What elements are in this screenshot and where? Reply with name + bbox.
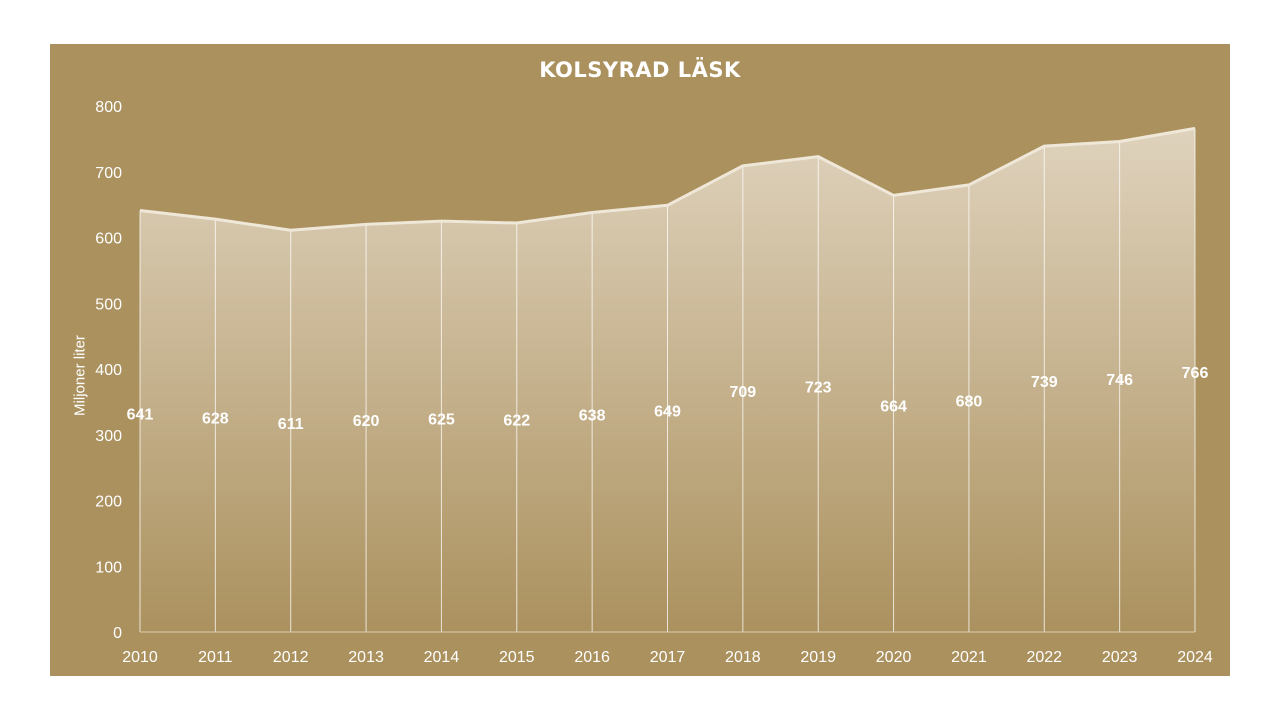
x-tick-label: 2024 [1177, 649, 1213, 666]
y-tick-label: 500 [95, 296, 122, 313]
data-label: 625 [428, 412, 455, 429]
y-tick-label: 300 [95, 428, 122, 445]
drop-lines [139, 128, 1196, 632]
x-tick-label: 2020 [876, 649, 912, 666]
data-labels: 641 628 611 620 625 622 638 649 709 723 664 680 739 7… [127, 365, 1209, 433]
data-label: 638 [579, 407, 606, 424]
data-label: 611 [278, 416, 304, 433]
x-axis-ticks: 2010 2011 2012 2013 2014 2015 2016 2017 2018 2019… [122, 649, 1213, 666]
chart-title: KOLSYRAD LÄSK [539, 58, 741, 82]
chart-panel: KOLSYRAD LÄSK Miljoner liter 0 100 200 300 4… [50, 44, 1230, 676]
data-label: 739 [1031, 374, 1058, 391]
x-tick-label: 2012 [273, 649, 309, 666]
data-label: 620 [353, 413, 380, 430]
data-label: 746 [1106, 372, 1133, 389]
data-label: 649 [654, 404, 681, 421]
data-label: 622 [503, 413, 530, 430]
y-tick-label: 700 [95, 165, 122, 182]
data-label: 664 [880, 399, 907, 416]
x-tick-label: 2010 [122, 649, 158, 666]
data-label: 641 [127, 406, 154, 423]
data-label: 680 [956, 393, 983, 410]
x-tick-label: 2017 [650, 649, 686, 666]
x-tick-label: 2011 [198, 649, 233, 666]
y-axis-ticks: 0 100 200 300 400 500 600 700 800 [95, 99, 122, 642]
data-label: 628 [202, 411, 229, 428]
x-tick-label: 2021 [951, 649, 987, 666]
x-tick-label: 2018 [725, 649, 761, 666]
series-line [139, 126, 1196, 232]
data-label: 709 [730, 384, 757, 401]
x-tick-label: 2022 [1026, 649, 1062, 666]
y-tick-label: 200 [95, 494, 122, 511]
data-label: 766 [1182, 365, 1209, 382]
y-tick-label: 0 [113, 625, 122, 642]
x-tick-label: 2013 [348, 649, 384, 666]
data-label: 723 [805, 379, 832, 396]
y-tick-label: 600 [95, 231, 122, 248]
x-tick-label: 2019 [800, 649, 836, 666]
x-tick-label: 2015 [499, 649, 535, 666]
y-tick-label: 100 [95, 559, 122, 576]
x-tick-label: 2016 [574, 649, 610, 666]
y-tick-label: 400 [95, 362, 122, 379]
x-tick-label: 2023 [1102, 649, 1138, 666]
x-tick-label: 2014 [424, 649, 460, 666]
y-tick-label: 800 [95, 99, 122, 116]
